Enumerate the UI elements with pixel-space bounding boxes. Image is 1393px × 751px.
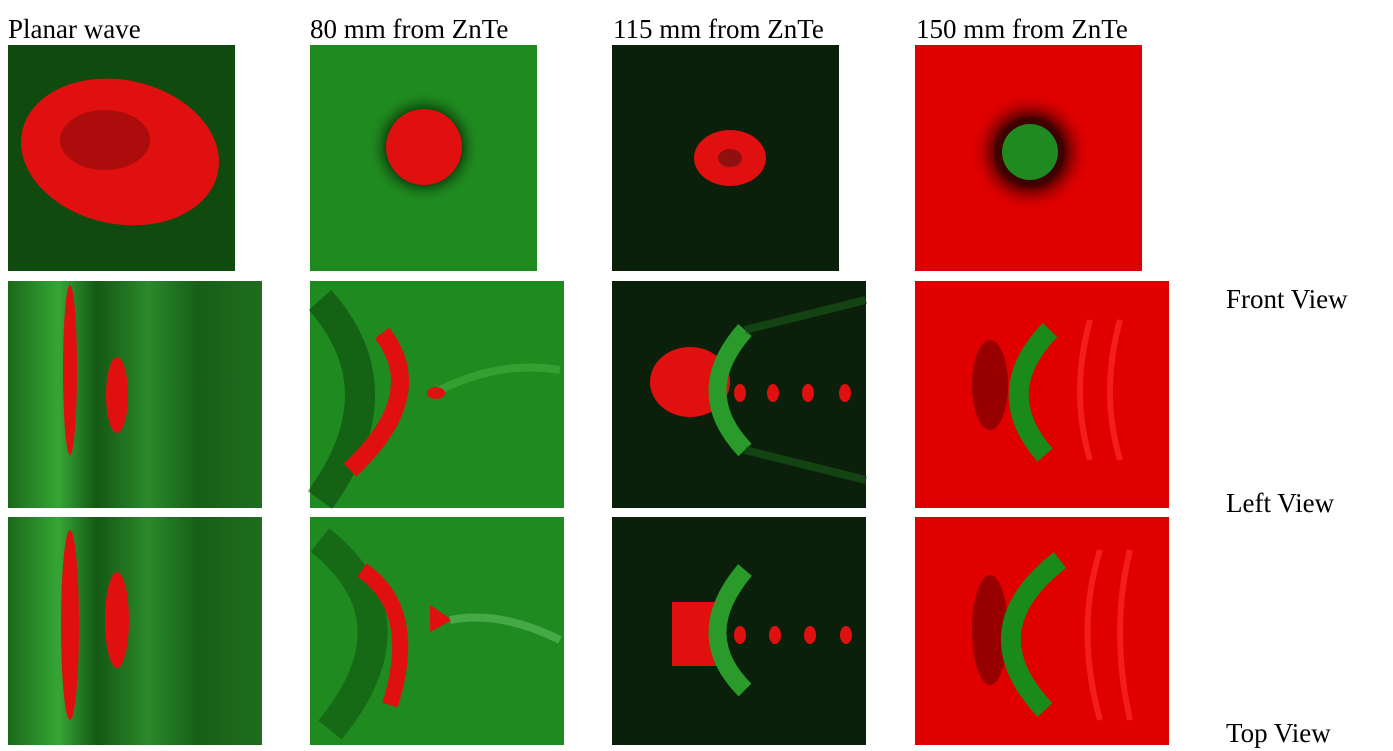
row-label: Front View [1226, 284, 1348, 314]
panel [310, 281, 564, 508]
panel [8, 517, 262, 745]
panel [310, 517, 564, 745]
column-title: 80 mm from ZnTe [310, 14, 508, 44]
page: Planar wave 80 mm from ZnTe 115 mm from … [0, 0, 1393, 751]
panel [915, 281, 1169, 508]
column-title: Planar wave [8, 14, 141, 44]
row-label: Left View [1226, 488, 1335, 518]
panel [8, 281, 262, 508]
panel [310, 45, 537, 271]
panel [915, 45, 1142, 271]
panel [7, 45, 235, 271]
panel [612, 281, 866, 508]
panel [612, 45, 839, 271]
panel [915, 517, 1169, 745]
row-label: Top View [1226, 718, 1331, 748]
column-title: 115 mm from ZnTe [613, 14, 824, 44]
figure: Planar wave 80 mm from ZnTe 115 mm from … [0, 0, 1393, 751]
panel [612, 517, 866, 745]
column-title: 150 mm from ZnTe [916, 14, 1128, 44]
